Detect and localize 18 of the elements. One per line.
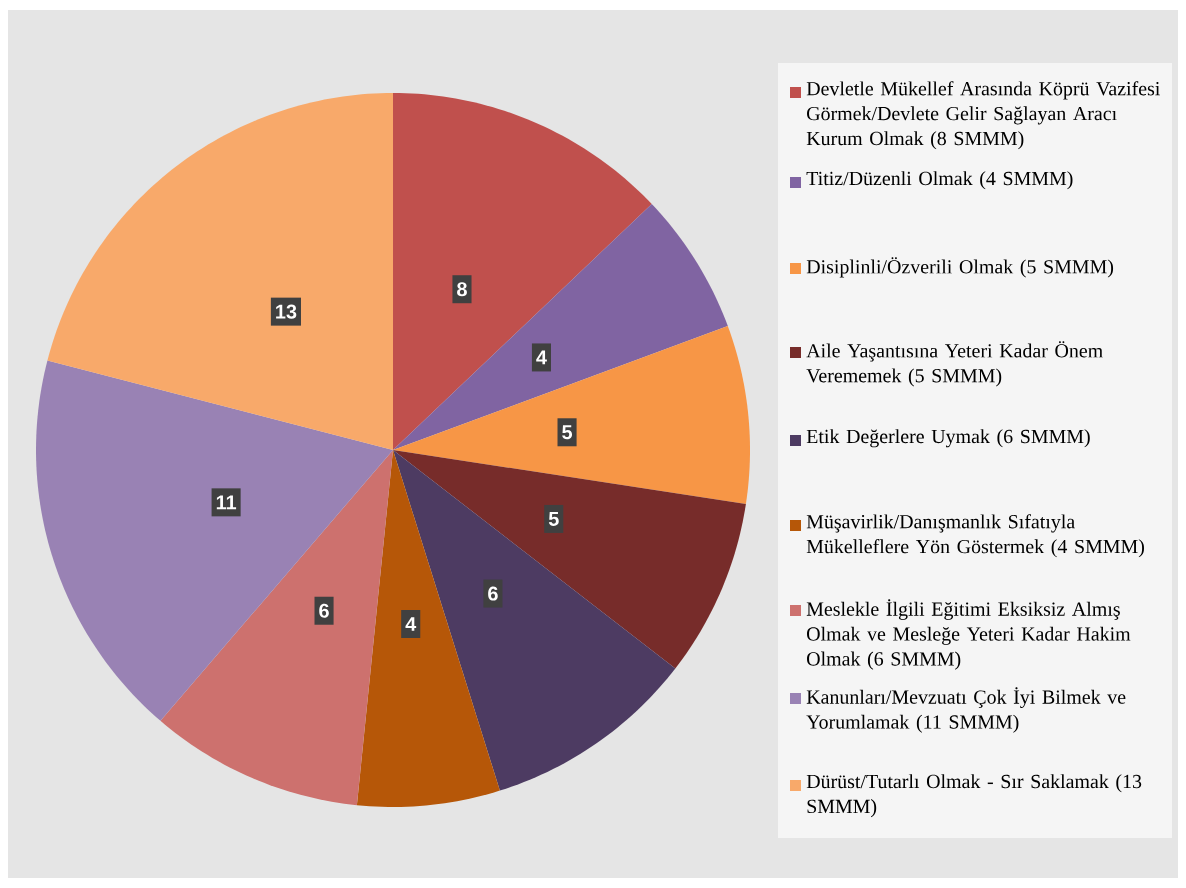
legend-label: Dürüst/Tutarlı Olmak - Sır Saklamak (13 SMMM): [806, 774, 1142, 818]
data-label: 11: [216, 495, 237, 510]
data-label: 5: [562, 425, 573, 440]
data-label: 6: [319, 603, 329, 618]
data-label: 4: [536, 350, 547, 365]
data-label: 8: [457, 282, 467, 297]
legend-label: Müşavirlik/Danışmanlık Sıfatıyla Mükelleflere Yön Göstermek (4 SMMM): [806, 514, 1144, 558]
legend-label: Kanunları/Mevzuatı Çok İyi Bilmek ve Yorumlamak (11 SMMM): [806, 687, 1126, 733]
legend-label: Titiz/Düzenli Olmak (4 SMMM): [806, 171, 1073, 190]
legend-label: Meslekle İlgili Eğitimi Eksiksiz Almış Olmak ve Mesleğe Yeteri Kadar Hakim Olmak (6 SMMM): [806, 599, 1131, 670]
data-label: 13: [276, 304, 297, 319]
data-label: 5: [548, 512, 559, 526]
legend-label: Devletle Mükellef Arasında Köprü Vazifesi Görmek/Devlete Gelir Sağlayan Aracı Kurum Olmak (8 SMMM): [806, 81, 1160, 150]
legend-label: Disiplinli/Özverili Olmak (5 SMMM): [806, 257, 1114, 278]
data-label: 6: [488, 586, 498, 601]
data-label: 4: [405, 617, 417, 631]
legend-label: Aile Yaşantısına Yeteri Kadar Önem Verememek (5 SMMM): [806, 341, 1103, 387]
legend-label: Etik Değerlere Uymak (6 SMMM): [806, 429, 1090, 448]
